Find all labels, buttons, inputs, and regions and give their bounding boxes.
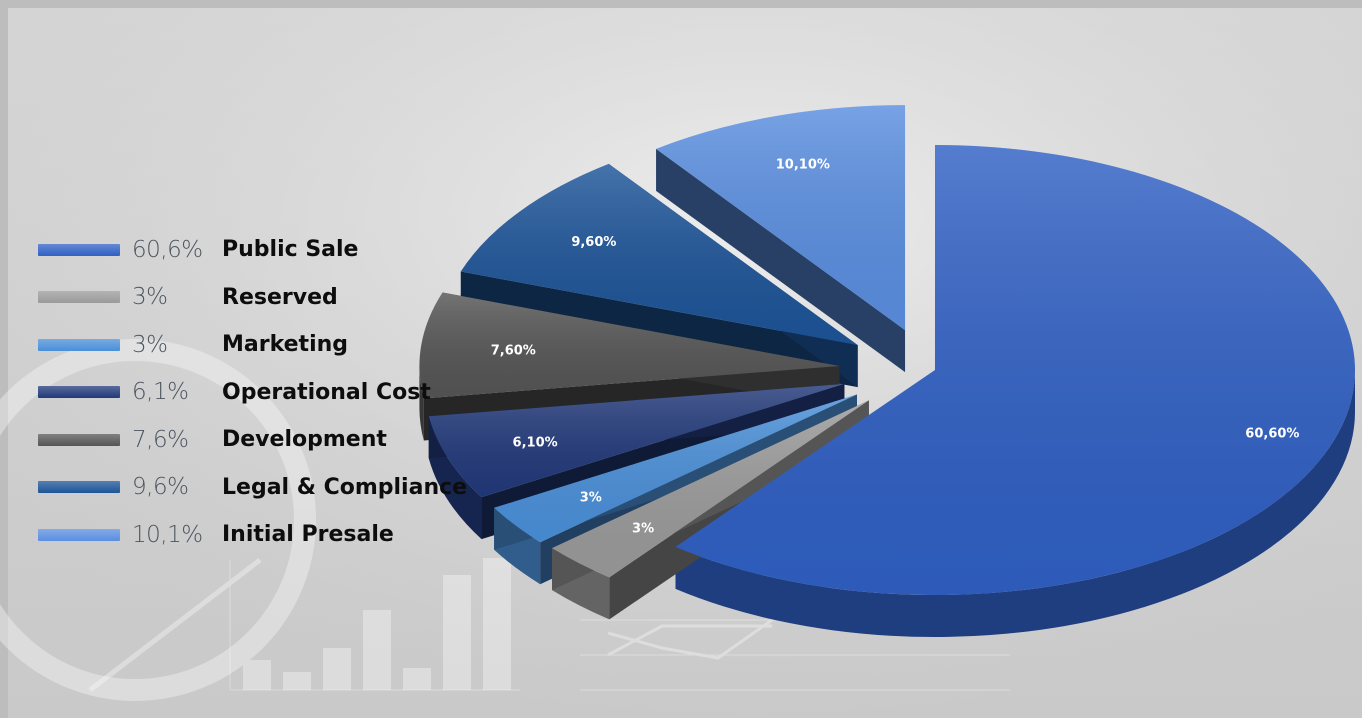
- top-edge: [0, 0, 1362, 8]
- pie-wall-operational-cost: [428, 416, 482, 540]
- legend-swatch: [38, 481, 120, 494]
- data-label-operational-cost: 6,10%: [513, 436, 558, 451]
- legend-label: Development: [222, 427, 387, 453]
- bg-bar: [443, 575, 471, 690]
- bg-bar: [323, 648, 351, 690]
- legend-swatch: [38, 386, 120, 399]
- legend: 60,6% Public Sale 3% Reserved 3% Marketi…: [38, 226, 467, 559]
- bg-bar: [363, 610, 391, 690]
- legend-percent: 60,6%: [132, 236, 203, 263]
- legend-label: Marketing: [222, 332, 349, 358]
- data-label-marketing: 3%: [580, 491, 602, 506]
- pie-wall-public-sale: [675, 370, 1355, 638]
- bg-bar: [403, 668, 431, 690]
- legend-item-marketing: 3% Marketing: [38, 321, 467, 369]
- legend-swatch: [38, 433, 120, 446]
- legend-label: Public Sale: [222, 237, 359, 263]
- bg-bar: [483, 558, 511, 690]
- legend-item-legal-compliance: 9,6% Legal & Compliance: [38, 464, 467, 512]
- legend-label: Reserved: [222, 284, 338, 310]
- pie-edge-initial-presale: [656, 148, 906, 373]
- bg-ring: [0, 339, 316, 701]
- legend-swatch: [38, 528, 120, 541]
- legend-item-public-sale: 60,6% Public Sale: [38, 226, 467, 274]
- pie-slice-shade-initial-presale: [656, 105, 906, 331]
- legend-swatch: [38, 291, 120, 304]
- legend-percent: 3%: [132, 331, 168, 358]
- legend-label: Operational Cost: [222, 379, 431, 405]
- legend-percent: 7,6%: [132, 426, 189, 453]
- pie-data-labels: 60,60% 3% 3% 6,10% 7,60% 9,60% 10,10%: [491, 157, 1300, 536]
- bg-bar: [283, 672, 311, 690]
- pie-slice-shade-marketing: [494, 394, 857, 543]
- data-label-development: 7,60%: [491, 344, 536, 359]
- legend-item-development: 7,6% Development: [38, 416, 467, 464]
- data-label-reserved: 3%: [632, 522, 654, 537]
- legend-item-operational-cost: 6,1% Operational Cost: [38, 369, 467, 417]
- legend-label: Legal & Compliance: [222, 474, 468, 500]
- bg-line: [607, 624, 772, 657]
- bg-bar: [243, 660, 271, 690]
- pie-slice-shade-public-sale: [675, 145, 1355, 595]
- legend-percent: 6,1%: [132, 379, 189, 406]
- pie-slices: [419, 105, 1355, 595]
- data-label-legal-compliance: 9,60%: [571, 235, 616, 250]
- pie-slice-shade-legal-compliance: [460, 163, 858, 346]
- pie-slice-shade-operational-cost: [428, 383, 845, 498]
- pie-slice-shade-development: [419, 292, 840, 399]
- data-label-public-sale: 60,60%: [1245, 427, 1299, 442]
- legend-item-reserved: 3% Reserved: [38, 274, 467, 322]
- legend-item-initial-presale: 10,1% Initial Presale: [38, 511, 467, 559]
- pie-slice-shade-reserved: [552, 400, 869, 578]
- legend-percent: 3%: [132, 284, 168, 311]
- legend-percent: 9,6%: [132, 474, 189, 501]
- left-edge: [0, 0, 8, 718]
- data-label-initial-presale: 10,10%: [776, 157, 830, 172]
- legend-label: Initial Presale: [222, 522, 394, 548]
- pie-wall-development: [419, 366, 424, 441]
- legend-percent: 10,1%: [132, 521, 203, 548]
- legend-swatch: [38, 243, 120, 256]
- legend-swatch: [38, 338, 120, 351]
- bg-stroke: [88, 558, 262, 692]
